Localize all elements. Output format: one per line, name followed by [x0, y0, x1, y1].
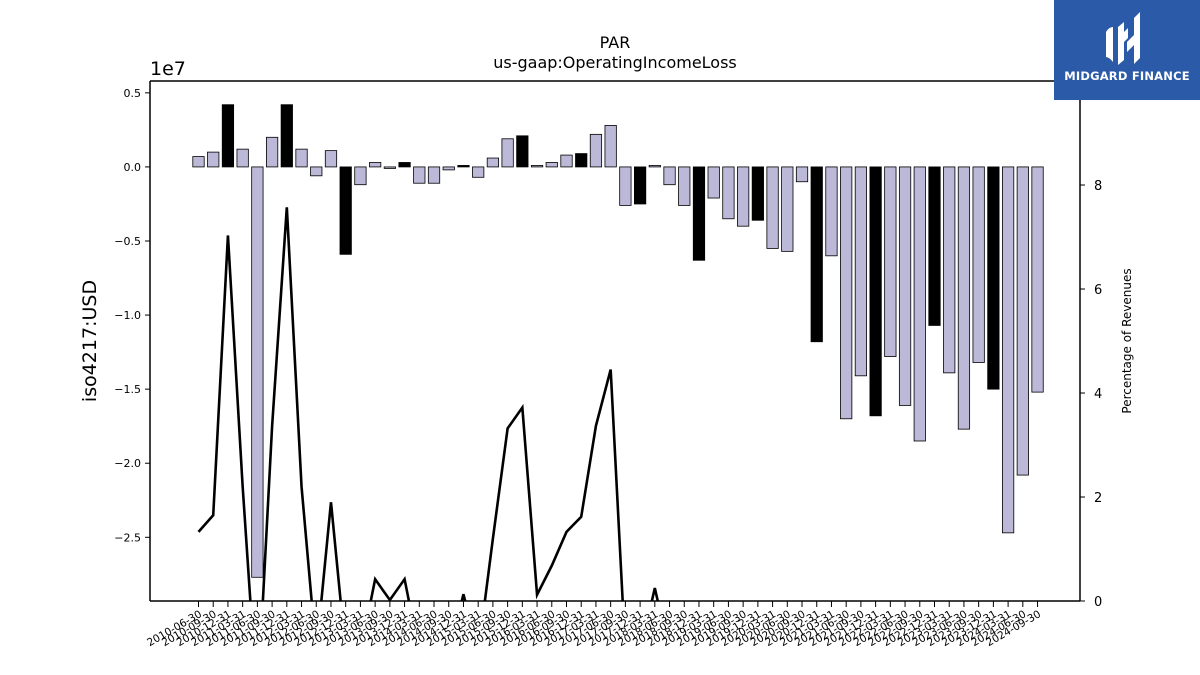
bar-2020-09-30	[795, 166, 809, 183]
bar-2023-12-31	[987, 166, 1000, 390]
bar-2020-03-31	[766, 166, 779, 249]
y-tick-label: 0.5	[124, 87, 142, 100]
bar-2011-03-31	[236, 148, 249, 168]
bar-2017-06-30	[604, 125, 617, 168]
bar-2011-12-31	[280, 104, 293, 168]
bar-2010-12-31	[221, 104, 235, 168]
bar-2012-03-31	[295, 148, 308, 168]
bar-2015-09-30	[501, 138, 514, 168]
y-tick-label: −1.0	[114, 309, 141, 322]
midgard-logo-icon	[1106, 12, 1140, 65]
bar-2018-09-30	[678, 166, 691, 206]
bar-2021-03-31	[825, 166, 838, 257]
bar-2016-03-31	[530, 165, 544, 168]
bar-2016-06-30	[545, 162, 558, 168]
bar-2016-12-31	[575, 153, 588, 168]
bar-2019-09-30	[737, 166, 750, 227]
bar-2016-09-30	[560, 154, 573, 168]
bar-2019-03-31	[707, 166, 720, 199]
bar-2017-09-30	[619, 166, 632, 206]
y-tick-label: −2.5	[114, 531, 141, 544]
y-tick-label: 0.0	[124, 161, 142, 174]
bar-2021-09-30	[854, 166, 868, 377]
logo-text: MIDGARD FINANCE	[1064, 69, 1190, 83]
bar-2013-03-31	[354, 166, 367, 186]
y-ticks-group: 0.5 0.0 −0.5 −1.0 −1.5 −2.0 −2.5	[114, 87, 150, 544]
bar-2012-09-30	[324, 150, 338, 168]
bar-2024-09-30	[1031, 166, 1044, 393]
bar-2013-12-31	[398, 162, 411, 168]
bar-2014-09-30	[442, 166, 455, 171]
bar-2018-12-31	[692, 166, 706, 261]
bar-2010-06-30	[192, 156, 205, 168]
bar-2021-12-31	[869, 166, 882, 417]
bar-2022-03-31	[884, 166, 897, 357]
bar-2024-06-30	[1016, 166, 1029, 476]
bar-2011-06-30	[251, 166, 264, 578]
y2-tick-label: 6	[1094, 283, 1102, 298]
bar-2019-06-30	[722, 166, 735, 220]
bar-2013-09-30	[383, 166, 396, 169]
x-ticks-group: 2010-06-302010-09-302010-12-312011-03-31…	[145, 601, 1043, 649]
y-axis-label: iso4217:USD	[79, 280, 101, 402]
bar-2020-06-30	[781, 166, 794, 252]
bar-2017-03-31	[589, 133, 603, 168]
bar-2022-09-30	[913, 166, 926, 442]
bar-2013-06-30	[369, 162, 382, 168]
bar-2020-12-31	[810, 166, 823, 343]
chart-title: PAR	[600, 33, 631, 52]
bar-2012-12-31	[339, 166, 352, 255]
bar-2015-12-31	[516, 135, 529, 168]
axes-group	[149, 80, 1081, 602]
y2-tick-label: 0	[1094, 595, 1102, 610]
y-tick-label: −0.5	[114, 235, 141, 248]
bar-2019-12-31	[751, 166, 764, 221]
bar-2023-06-30	[957, 166, 971, 430]
chart-subtitle: us-gaap:OperatingIncomeLoss	[493, 53, 737, 72]
brand-logo: MIDGARD FINANCE	[1054, 0, 1200, 100]
y2-tick-label: 4	[1094, 387, 1102, 402]
bar-2022-12-31	[928, 166, 941, 326]
bar-2014-12-31	[457, 165, 470, 168]
y2-axis-label: Percentage of Revenues	[1120, 268, 1134, 413]
bar-2023-03-31	[943, 166, 956, 374]
percentage-line	[197, 207, 660, 601]
y-offset-label: 1e7	[150, 58, 186, 80]
bars-group	[192, 104, 1044, 578]
bar-2011-09-30	[265, 136, 279, 168]
bar-2014-06-30	[427, 166, 441, 184]
bar-2017-12-31	[634, 166, 647, 205]
bar-2021-06-30	[840, 166, 853, 420]
bar-2010-09-30	[207, 151, 220, 168]
line-group	[197, 207, 660, 601]
y-tick-label: −1.5	[114, 383, 141, 396]
bar-2022-06-30	[898, 166, 912, 406]
bar-2023-09-30	[972, 166, 985, 363]
y-tick-label: −2.0	[114, 457, 141, 470]
bar-2012-06-30	[310, 166, 323, 177]
bar-2015-03-31	[472, 166, 485, 178]
bar-2014-03-31	[413, 166, 426, 184]
bar-2018-03-31	[648, 165, 661, 168]
bar-2015-06-30	[486, 157, 500, 168]
bar-2018-06-30	[663, 166, 676, 186]
bar-2024-03-31	[1002, 166, 1015, 534]
y2-tick-label: 8	[1094, 179, 1102, 194]
y2-tick-label: 2	[1094, 491, 1102, 506]
y2-ticks-group: 0246810	[1080, 75, 1111, 610]
